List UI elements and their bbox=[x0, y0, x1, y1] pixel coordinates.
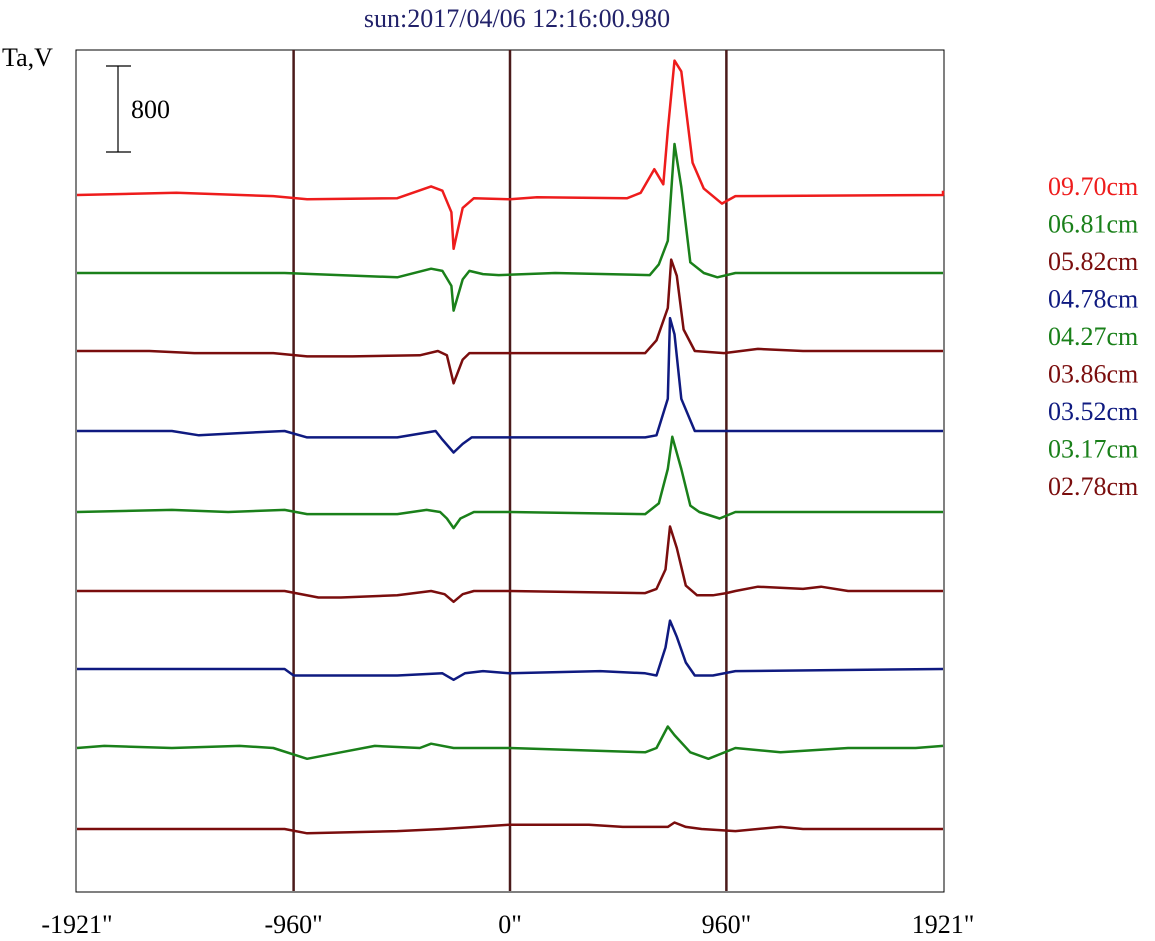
legend-entry-03.52cm: 03.52cm bbox=[1048, 397, 1138, 426]
chart-title: sun:2017/04/06 12:16:00.980 bbox=[364, 4, 670, 33]
series-line-06.81cm bbox=[77, 142, 943, 312]
legend-entry-03.17cm: 03.17cm bbox=[1048, 435, 1138, 464]
legend-entry-05.82cm: 05.82cm bbox=[1048, 247, 1138, 276]
series-line-04.27cm bbox=[76, 435, 943, 530]
legend-entry-02.78cm: 02.78cm bbox=[1048, 472, 1138, 501]
x-tick-label-4: 1921" bbox=[912, 910, 975, 939]
y-axis-label: Ta,V bbox=[2, 43, 53, 72]
x-tick-label-0: -1921" bbox=[41, 910, 112, 939]
legend-entry-04.78cm: 04.78cm bbox=[1048, 285, 1138, 314]
x-tick-label-2: 0" bbox=[498, 910, 522, 939]
scale-bar: 800 bbox=[106, 65, 170, 153]
reference-lines bbox=[292, 50, 728, 891]
legend-entry-06.81cm: 06.81cm bbox=[1048, 210, 1138, 239]
series-line-05.82cm bbox=[77, 258, 943, 385]
legend-entry-04.27cm: 04.27cm bbox=[1048, 322, 1138, 351]
series-line-02.78cm bbox=[77, 821, 943, 835]
legend-entry-03.86cm: 03.86cm bbox=[1048, 360, 1138, 389]
series-line-04.78cm bbox=[77, 316, 943, 454]
x-tick-label-3: 960" bbox=[702, 910, 752, 939]
series-line-09.70cm bbox=[76, 59, 945, 251]
legend: 09.70cm 06.81cm 05.82cm 04.78cm 04.27cm 03.86… bbox=[1048, 172, 1138, 501]
series-line-03.86cm bbox=[77, 525, 943, 604]
series-group bbox=[76, 59, 945, 835]
scale-bar-label: 800 bbox=[131, 95, 170, 124]
legend-entry-09.70cm: 09.70cm bbox=[1048, 172, 1138, 201]
series-line-03.17cm bbox=[76, 725, 944, 761]
x-tick-label-1: -960" bbox=[264, 910, 322, 939]
series-line-03.52cm bbox=[77, 619, 944, 682]
x-tick-labels: -1921" -960" 0" 960" 1921" bbox=[41, 910, 974, 939]
